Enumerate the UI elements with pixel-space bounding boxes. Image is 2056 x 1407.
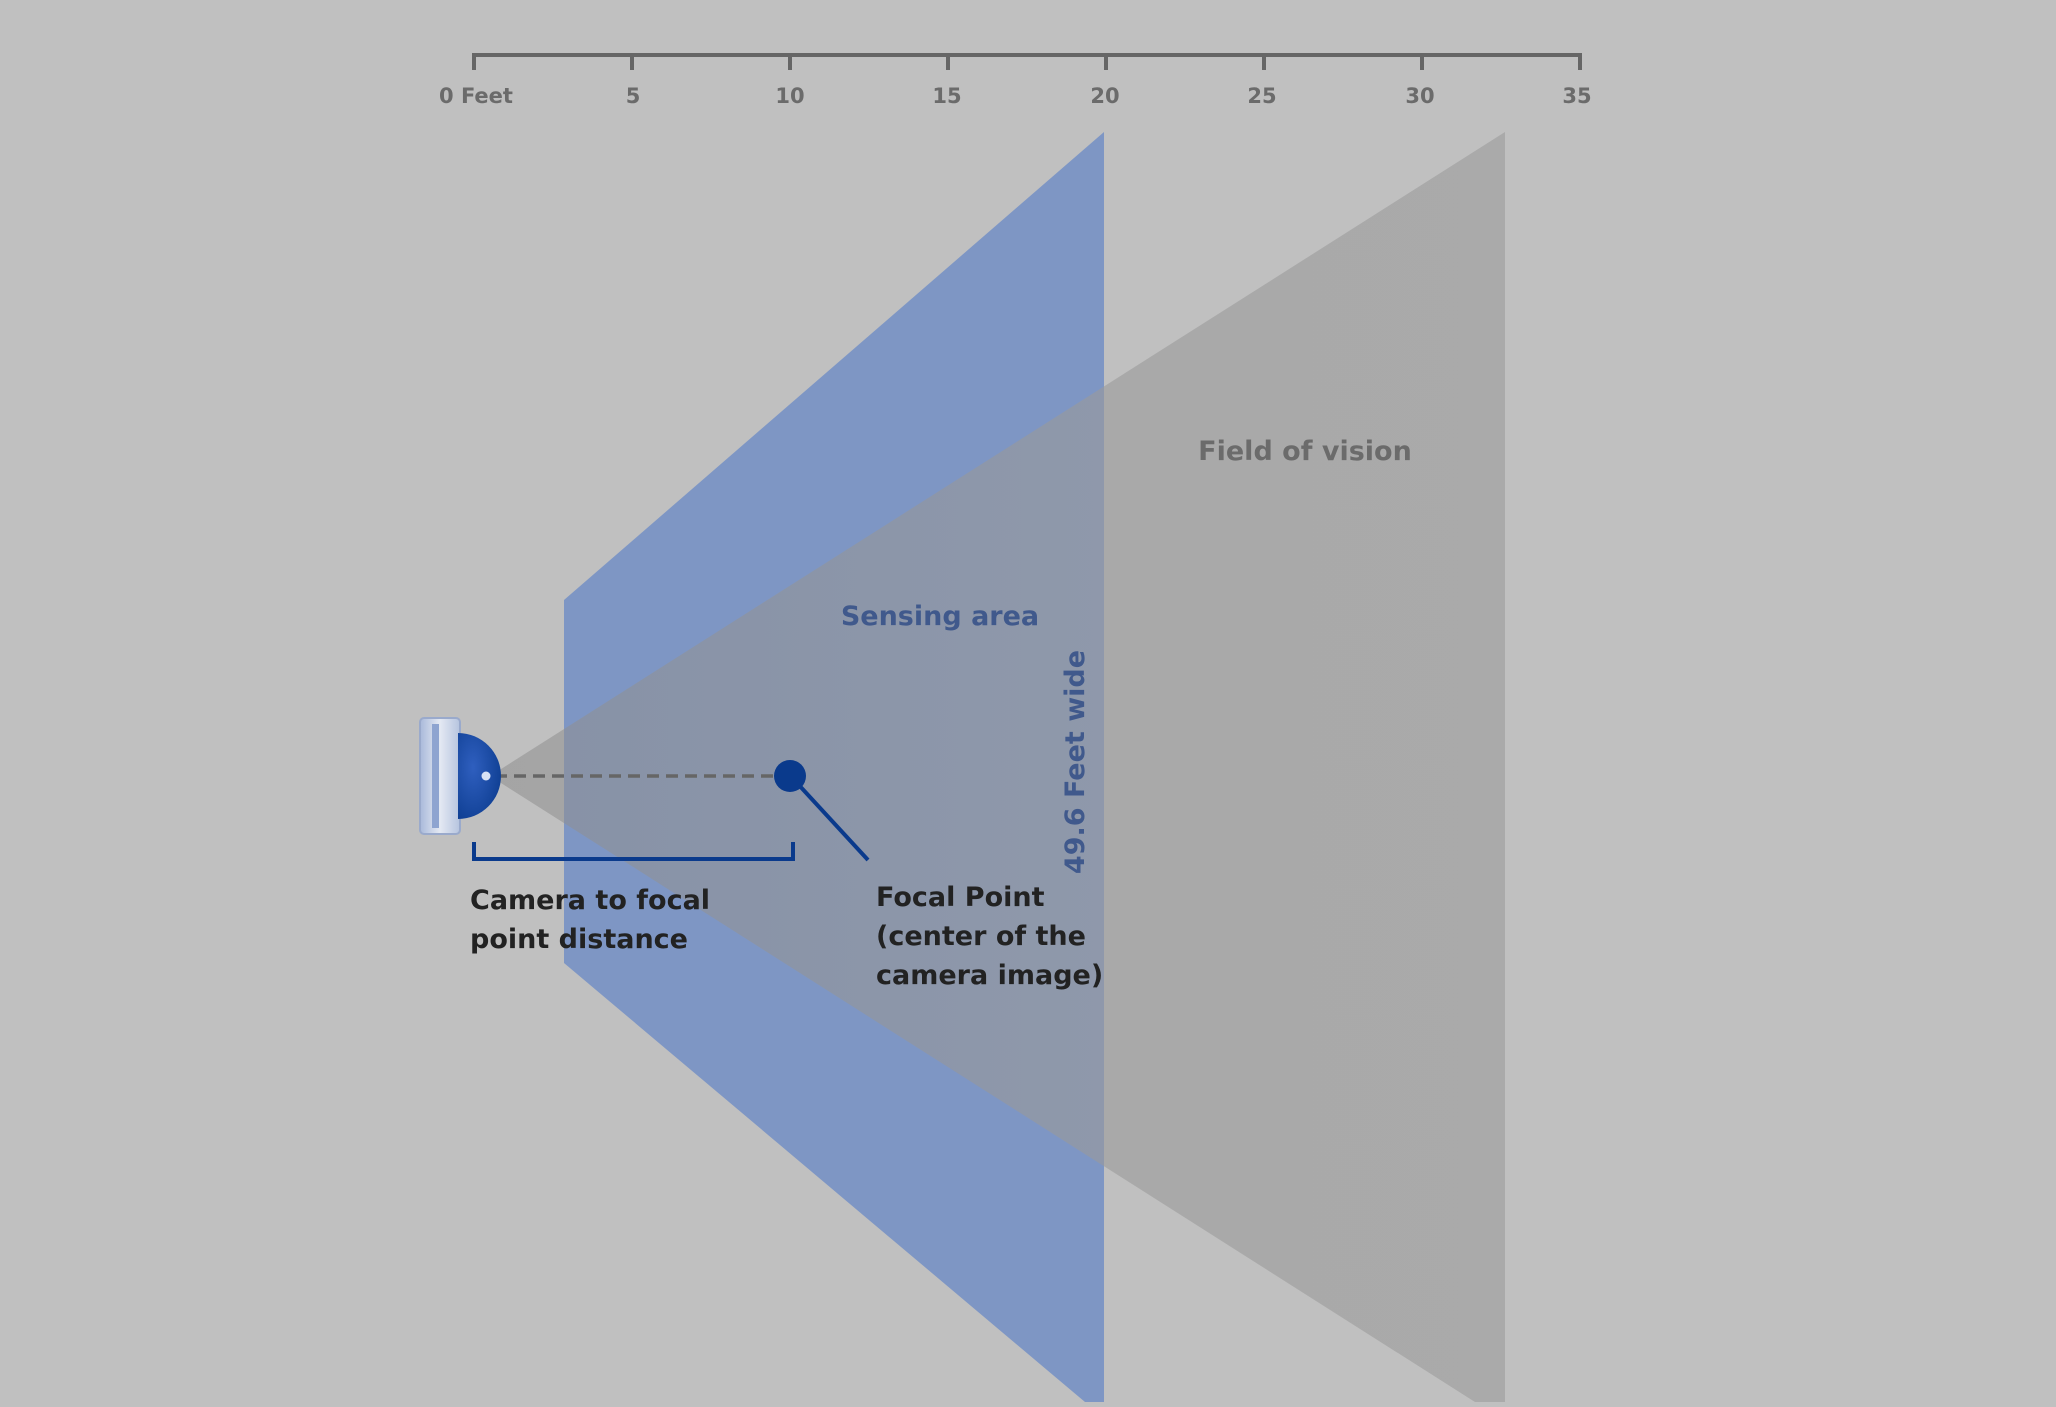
focal-point-label-line: (center of the xyxy=(876,921,1086,952)
camera-distance-label-line: Camera to focal xyxy=(470,885,710,916)
scale-label: 35 xyxy=(1562,84,1591,108)
focal-point-pointer-line xyxy=(795,781,870,862)
camera-mount-icon xyxy=(419,717,461,835)
field-of-vision-shape xyxy=(490,132,1505,1402)
scale-label: 5 xyxy=(626,84,641,108)
scale-label: 20 xyxy=(1090,84,1119,108)
scale-label: 30 xyxy=(1405,84,1434,108)
scale-label: 0 Feet xyxy=(439,84,513,108)
focal-point-label-line: camera image) xyxy=(876,960,1103,991)
focal-point-label: Focal Point (center of the camera image) xyxy=(876,882,1103,991)
focal-point-label-line: Focal Point xyxy=(876,882,1045,913)
scale-label: 25 xyxy=(1247,84,1276,108)
scale-label: 10 xyxy=(775,84,804,108)
camera-dome-icon xyxy=(458,733,501,819)
scale-label: 15 xyxy=(932,84,961,108)
focal-distance-bracket xyxy=(472,842,795,861)
width-label: 49.6 Feet wide xyxy=(1060,650,1091,874)
camera-lens-icon xyxy=(481,771,491,781)
sensing-area-label: Sensing area xyxy=(841,601,1039,632)
camera-distance-label-line: point distance xyxy=(470,924,688,955)
distance-scale: 0 Feet 5 10 15 20 25 30 35 xyxy=(439,53,1592,108)
field-of-vision-label: Field of vision xyxy=(1198,436,1412,467)
camera-distance-label: Camera to focal point distance xyxy=(470,885,710,955)
camera-icon xyxy=(419,717,501,835)
